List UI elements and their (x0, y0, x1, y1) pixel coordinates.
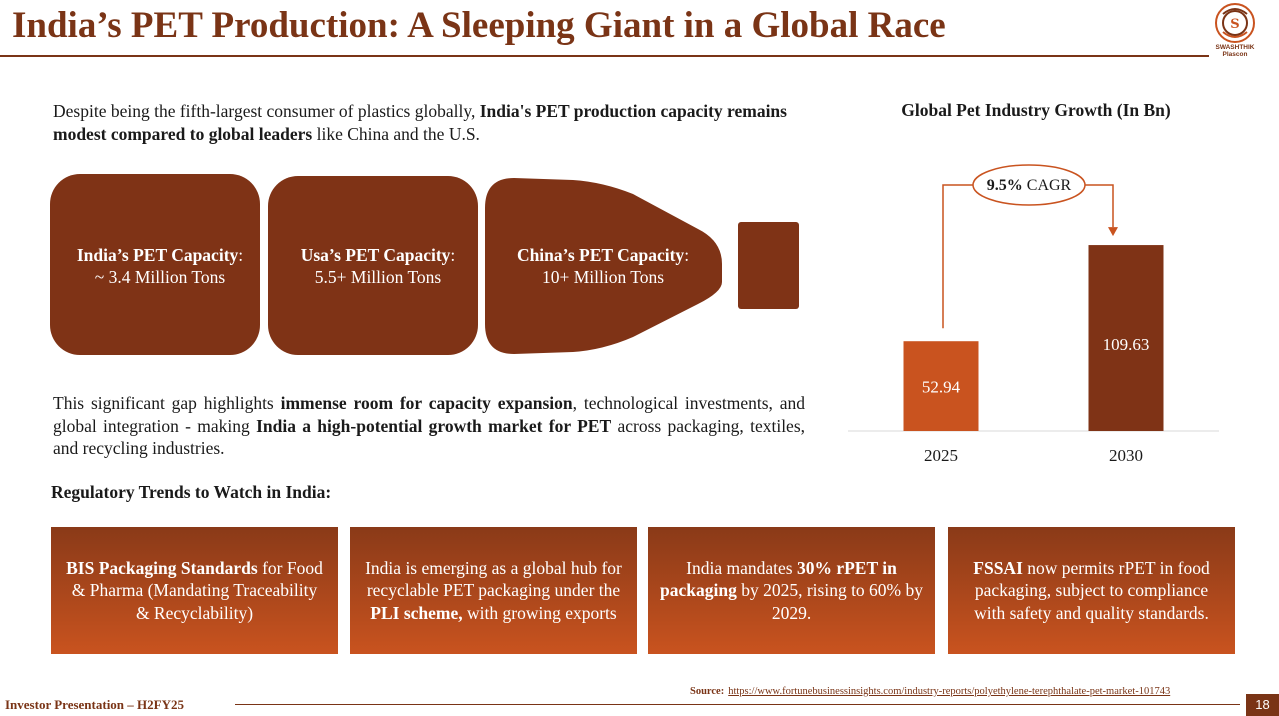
logo-emblem-icon: S (1215, 3, 1255, 43)
page-title: India’s PET Production: A Sleeping Giant… (12, 5, 946, 46)
svg-text:S: S (1230, 17, 1239, 32)
cagr-label: 9.5% CAGR (987, 177, 1072, 194)
chart-title: Global Pet Industry Growth (In Bn) (901, 100, 1171, 120)
usa-capacity-label: Usa’s PET Capacity: 5.5+ Million Tons (300, 245, 456, 287)
regulatory-card-rpet: India mandates 30% rPET in packaging by … (648, 527, 935, 654)
bar-2025 (903, 341, 979, 431)
china-capacity-block (485, 178, 722, 354)
category-label-2030: 2030 (1109, 446, 1143, 465)
capacity-bottle-graphic (50, 174, 799, 355)
logo-text-line2: Plascon (1222, 51, 1248, 58)
regulatory-card-fssai: FSSAI now permits rPET in food packaging… (948, 527, 1235, 654)
footer-divider (235, 704, 1240, 705)
logo-text-line1: SWASHTHIK (1215, 44, 1255, 51)
china-capacity-label: China’s PET Capacity: 10+ Million Tons (516, 245, 690, 287)
cagr-connector-line-right (1085, 184, 1114, 228)
cagr-arrowhead-icon (1108, 227, 1118, 237)
category-label-2025: 2025 (924, 446, 958, 465)
regulatory-card-bis: BIS Packaging Standards for Food & Pharm… (51, 527, 338, 654)
cagr-bubble (972, 164, 1086, 206)
company-logo: S SWASHTHIK Plascon (1206, 2, 1264, 68)
footer-presentation-label: Investor Presentation – H2FY25 (5, 697, 184, 712)
bottle-cap-block (738, 222, 799, 309)
page-number: 18 (1246, 694, 1279, 716)
bar-2030 (1088, 245, 1164, 431)
source-citation: Source: https://www.fortunebusinessinsigh… (690, 686, 1171, 697)
title-divider (0, 55, 1209, 57)
usa-capacity-block (268, 176, 478, 355)
india-capacity-label: India’s PET Capacity: ~ 3.4 Million Tons (76, 245, 244, 287)
cagr-connector-line (942, 184, 973, 329)
source-link[interactable]: https://www.fortunebusinessinsights.com/… (728, 686, 1171, 697)
value-label-2030: 109.63 (1103, 335, 1150, 354)
growth-chart: 9.5% CAGR 52.94 2025 109.63 2030 (848, 164, 1219, 465)
gap-paragraph: This significant gap highlights immense … (53, 393, 806, 458)
value-label-2025: 52.94 (922, 377, 961, 396)
intro-paragraph: Despite being the fifth-largest consumer… (53, 101, 787, 144)
india-capacity-block (50, 174, 260, 355)
regulatory-card-pli: India is emerging as a global hub for re… (350, 527, 637, 654)
regulatory-title: Regulatory Trends to Watch in India: (51, 482, 332, 502)
